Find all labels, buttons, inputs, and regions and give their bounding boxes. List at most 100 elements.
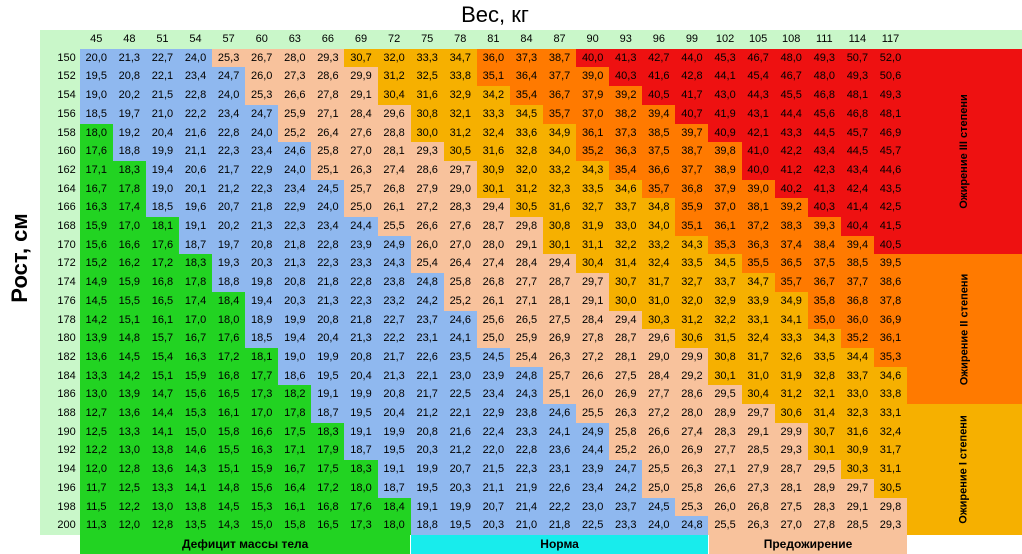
bmi-cell: 30,4: [576, 254, 610, 274]
bmi-cell: 43,3: [774, 123, 808, 143]
bmi-cell: 32,0: [509, 160, 544, 180]
bmi-cell: 28,1: [609, 347, 643, 367]
bmi-cell: 21,8: [311, 273, 345, 292]
bmi-cell: 33,8: [873, 385, 908, 405]
bmi-cell: 30,9: [476, 160, 510, 180]
bmi-cell: 23,4: [178, 67, 213, 87]
bmi-cell: 42,7: [642, 48, 676, 68]
bmi-cell: 31,9: [774, 366, 808, 386]
bmi-cell: 24,0: [311, 198, 345, 218]
bmi-cell: 20,2: [212, 217, 246, 236]
bmi-cell: 16,6: [112, 235, 146, 255]
bmi-cell: 20,8: [278, 273, 312, 292]
bmi-cell: 25,2: [443, 291, 477, 311]
bmi-cell: 36,5: [774, 254, 808, 274]
bmi-cell: 20,4: [145, 123, 179, 143]
bmi-cell: 28,7: [774, 460, 808, 479]
bmi-cell: 34,0: [642, 217, 676, 236]
bmi-cell: 36,1: [873, 329, 908, 348]
bmi-cell: 35,3: [708, 235, 742, 255]
bmi-cell: 15,6: [178, 385, 213, 405]
bmi-cell: 23,9: [344, 235, 378, 255]
bmi-cell: 25,3: [245, 86, 279, 105]
bmi-cell: 28,7: [543, 273, 577, 292]
bmi-cell: 15,2: [79, 254, 113, 274]
bmi-cell: 21,5: [476, 460, 510, 479]
bmi-cell: 31,2: [774, 385, 808, 405]
bmi-cell: 25,6: [476, 310, 510, 330]
bmi-cell: 22,2: [377, 329, 411, 348]
bmi-cell: 37,7: [675, 160, 709, 180]
bmi-cell: 24,0: [212, 86, 246, 105]
bmi-cell: 23,3: [509, 422, 544, 442]
bmi-cell: 34,3: [576, 160, 610, 180]
bmi-cell: 21,3: [245, 217, 279, 236]
bmi-cell: 18,0: [377, 516, 411, 535]
legend-label: Ожирение II степени: [958, 273, 971, 386]
bmi-cell: 44,4: [774, 104, 808, 124]
bmi-cell: 33,7: [840, 366, 874, 386]
bmi-cell: 27,5: [543, 310, 577, 330]
bmi-cell: 19,4: [245, 291, 279, 311]
bmi-cell: 31,6: [840, 422, 874, 442]
bmi-cell: 14,1: [178, 478, 213, 498]
bmi-cell: 44,0: [675, 48, 709, 68]
bmi-cell: 28,6: [311, 67, 345, 87]
bmi-cell: 19,5: [377, 441, 411, 461]
bmi-cell: 38,5: [642, 123, 676, 143]
bmi-cell: 41,3: [609, 48, 643, 68]
bmi-cell: 30,1: [476, 179, 510, 199]
bmi-cell: 30,8: [543, 217, 577, 236]
table-row: 188 12,7 13,6 14,4 15,3 16,1 17,0 17,8 18,7 19,5 2…: [40, 404, 1022, 535]
bmi-cell: 29,4: [543, 254, 577, 274]
bmi-cell: 17,6: [212, 329, 246, 348]
bmi-cell: 22,2: [178, 104, 213, 124]
bmi-cell: 19,6: [178, 198, 213, 218]
bmi-cell: 32,4: [873, 422, 908, 442]
bmi-cell: 22,7: [377, 310, 411, 330]
bmi-cell: 13,3: [112, 422, 146, 442]
bmi-cell: 19,5: [79, 67, 113, 87]
bmi-cell: 15,9: [245, 460, 279, 479]
bmi-cell: 31,1: [576, 235, 610, 255]
bmi-cell: 27,1: [708, 460, 742, 479]
bmi-cell: 19,1: [344, 422, 378, 442]
bmi-cell: 15,9: [112, 273, 146, 292]
bmi-cell: 14,3: [178, 460, 213, 479]
bmi-cell: 13,6: [145, 460, 179, 479]
y-tick-label: 192: [40, 441, 80, 461]
bmi-cell: 52,0: [873, 48, 908, 68]
table-row: 180 13,9 14,8 15,7 16,7 17,6 18,5 19,4 20,4 21,3 2…: [40, 329, 1022, 348]
bmi-cell: 38,5: [840, 254, 874, 274]
bmi-cell: 15,0: [178, 422, 213, 442]
bmi-cell: 28,6: [410, 160, 444, 180]
bmi-cell: 32,6: [774, 347, 808, 367]
bmi-cell: 28,3: [443, 198, 477, 218]
bmi-cell: 18,0: [344, 478, 378, 498]
bmi-cell: 19,7: [212, 235, 246, 255]
bmi-cell: 27,7: [509, 273, 544, 292]
bmi-cell: 17,0: [112, 217, 146, 236]
bmi-cell: 18,8: [410, 516, 444, 535]
bmi-cell: 38,2: [609, 104, 643, 124]
bmi-cell: 16,3: [79, 198, 113, 218]
bmi-cell: 29,2: [675, 366, 709, 386]
bmi-cell: 25,9: [509, 329, 544, 348]
table-row: 164 16,7 17,8 19,0 20,1 21,2 22,3 23,4 24,5 25,7 2…: [40, 179, 1022, 199]
y-tick-label: 184: [40, 366, 80, 386]
bmi-cell: 24,6: [543, 404, 577, 423]
bmi-cell: 17,7: [245, 366, 279, 386]
bmi-cell: 21,8: [543, 516, 577, 535]
bmi-cell: 32,0: [377, 48, 411, 68]
bmi-cell: 29,0: [443, 179, 477, 199]
bmi-cell: 40,4: [840, 217, 874, 236]
bmi-cell: 24,9: [576, 422, 610, 442]
table-row: 174 14,9 15,9 16,8 17,8 18,8 19,8 20,8 21,8 22,8 2…: [40, 273, 1022, 292]
bmi-cell: 23,3: [609, 516, 643, 535]
bmi-cell: 35,7: [642, 179, 676, 199]
bmi-cell: 23,5: [443, 347, 477, 367]
bmi-cell: 22,3: [344, 291, 378, 311]
bmi-cell: 22,9: [476, 404, 510, 423]
bmi-cell: 46,7: [741, 48, 775, 68]
bmi-cell: 16,7: [278, 460, 312, 479]
